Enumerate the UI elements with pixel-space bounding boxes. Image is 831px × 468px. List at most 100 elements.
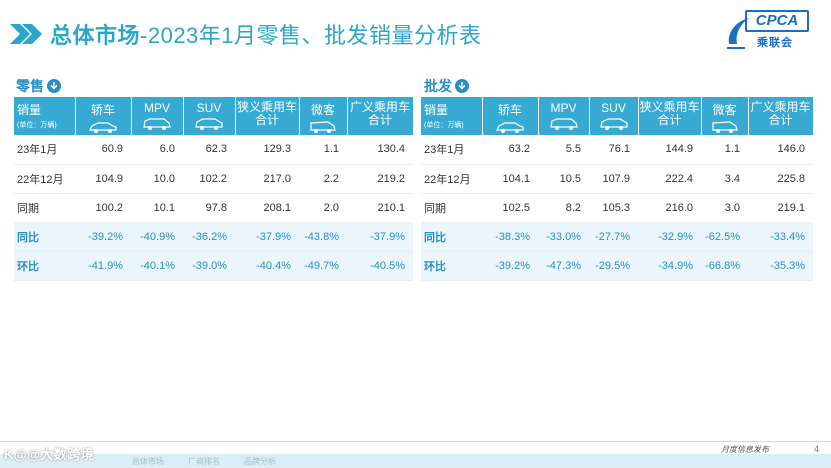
cell: -33.4% xyxy=(748,222,813,252)
table-row: 同比 -39.2% -40.9% -36.2% -37.9% -43.8% -3… xyxy=(14,222,413,252)
cell: 102.2 xyxy=(183,164,235,194)
mpv-icon xyxy=(549,118,578,130)
cell: 8.2 xyxy=(538,193,589,223)
release-label: 月度信息发布 xyxy=(721,445,769,454)
sedan-icon xyxy=(89,122,117,133)
cell: -38.3% xyxy=(482,222,538,252)
retail-heading-label: 零售 xyxy=(16,78,44,94)
cell: 63.2 xyxy=(482,135,538,165)
row-label: 22年12月 xyxy=(14,164,75,194)
cell: 104.1 xyxy=(482,164,538,194)
cell: 10.0 xyxy=(131,164,183,194)
cell: 76.1 xyxy=(589,135,638,165)
footer-tab[interactable]: 厂商排名 xyxy=(188,457,220,466)
table-row: 23年1月 63.2 5.5 76.1 144.9 1.1 146.0 xyxy=(421,135,813,165)
col-header-broad-total: 广义乘用车合计 xyxy=(347,97,414,135)
row-label: 环比 xyxy=(14,251,75,281)
cell: 1.1 xyxy=(701,135,748,165)
row-label: 环比 xyxy=(421,251,482,281)
cell: -37.9% xyxy=(347,222,413,252)
cell: -49.7% xyxy=(299,251,347,281)
cell: 3.0 xyxy=(701,193,748,223)
page-title-rest: -2023年1月零售、批发销量分析表 xyxy=(140,23,482,48)
corner-label: 销量 xyxy=(424,103,449,117)
cell: 216.0 xyxy=(638,193,701,223)
col-header-broad-total: 广义乘用车合计 xyxy=(748,97,814,135)
col-label: SUV xyxy=(196,101,222,115)
cell: 104.9 xyxy=(75,164,131,194)
cell: -27.7% xyxy=(589,222,638,252)
cell: -39.0% xyxy=(183,251,235,281)
table-row: 22年12月 104.1 10.5 107.9 222.4 3.4 225.8 xyxy=(421,164,813,194)
cell: 222.4 xyxy=(638,164,701,194)
cell: 146.0 xyxy=(748,135,813,165)
table-row: 23年1月 60.9 6.0 62.3 129.3 1.1 130.4 xyxy=(14,135,413,165)
footer-tabs: 总体市场 厂商排名 品牌分析 xyxy=(132,456,276,467)
corner-header: 销量 (单位：万辆) xyxy=(421,97,483,135)
cell: -36.2% xyxy=(183,222,235,252)
cell: 102.5 xyxy=(482,193,538,223)
col-label: 狭义乘用车合计 xyxy=(236,100,297,127)
cell: -40.5% xyxy=(347,251,413,281)
cell: -62.5% xyxy=(701,222,748,252)
cell: 144.9 xyxy=(638,135,701,165)
cell: -66.8% xyxy=(701,251,748,281)
sedan-icon xyxy=(496,122,524,133)
table-row: 同期 100.2 10.1 97.8 208.1 2.0 210.1 xyxy=(14,193,413,223)
row-label: 同期 xyxy=(421,193,482,223)
corner-label: 销量 xyxy=(17,103,42,117)
cell: -34.9% xyxy=(638,251,701,281)
col-label: 轿车 xyxy=(90,103,115,117)
cell: -40.1% xyxy=(131,251,183,281)
col-header-suv: SUV xyxy=(589,97,639,135)
retail-table: 销量 (单位：万辆) 轿车 MPV SUV 狭义乘用车合计 微客 广义乘用车合计 xyxy=(14,97,414,281)
cell: 1.1 xyxy=(299,135,347,165)
arrow-down-circle-icon xyxy=(455,79,469,93)
cell: -37.9% xyxy=(235,222,299,252)
col-label: 微客 xyxy=(310,103,335,117)
page-title: 总体市场-2023年1月零售、批发销量分析表 xyxy=(50,18,482,50)
cell: 225.8 xyxy=(748,164,813,194)
suv-icon xyxy=(599,118,628,130)
cell: 210.1 xyxy=(347,193,413,223)
row-label: 23年1月 xyxy=(421,135,482,165)
col-label: SUV xyxy=(601,101,626,115)
logo-cn-text: 乘联会 xyxy=(757,37,793,49)
cell: 10.5 xyxy=(538,164,589,194)
col-header-mpv: MPV xyxy=(538,97,590,135)
footer-tab[interactable]: 总体市场 xyxy=(132,457,164,466)
row-label: 同期 xyxy=(14,193,75,223)
minivan-icon xyxy=(310,121,336,133)
col-header-sedan: 轿车 xyxy=(75,97,132,135)
cell: 2.0 xyxy=(299,193,347,223)
cell: 107.9 xyxy=(589,164,638,194)
col-header-mpv: MPV xyxy=(131,97,184,135)
retail-header-row: 销量 (单位：万辆) 轿车 MPV SUV 狭义乘用车合计 微客 广义乘用车合计 xyxy=(14,97,414,135)
cell: -40.4% xyxy=(235,251,299,281)
logo-swirl-icon xyxy=(727,18,749,49)
cell: 10.1 xyxy=(131,193,183,223)
cell: -43.8% xyxy=(299,222,347,252)
cell: -40.9% xyxy=(131,222,183,252)
col-header-suv: SUV xyxy=(183,97,236,135)
cell: -29.5% xyxy=(589,251,638,281)
col-header-narrow-total: 狭义乘用车合计 xyxy=(235,97,300,135)
cell: 219.2 xyxy=(347,164,413,194)
wholesale-header-row: 销量 (单位：万辆) 轿车 MPV SUV 狭义乘用车合计 微客 广义乘用车合计 xyxy=(421,97,814,135)
cell: 100.2 xyxy=(75,193,131,223)
table-row: 同比 -38.3% -33.0% -27.7% -32.9% -62.5% -3… xyxy=(421,222,813,252)
col-header-narrow-total: 狭义乘用车合计 xyxy=(638,97,702,135)
cell: -33.0% xyxy=(538,222,589,252)
table-row: 环比 -41.9% -40.1% -39.0% -40.4% -49.7% -4… xyxy=(14,251,413,281)
cell: 6.0 xyxy=(131,135,183,165)
col-label: MPV xyxy=(550,101,577,115)
col-label: 广义乘用车合计 xyxy=(750,100,811,127)
wholesale-table: 销量 (单位：万辆) 轿车 MPV SUV 狭义乘用车合计 微客 广义乘用车合计 xyxy=(421,97,814,281)
retail-heading: 零售 xyxy=(16,76,61,96)
cpca-logo: CPCA 乘联会 xyxy=(721,8,821,54)
cell: 5.5 xyxy=(538,135,589,165)
row-label: 22年12月 xyxy=(421,164,482,194)
wholesale-heading-label: 批发 xyxy=(424,78,452,94)
footer-tab[interactable]: 品牌分析 xyxy=(244,457,276,466)
cell: -41.9% xyxy=(75,251,131,281)
